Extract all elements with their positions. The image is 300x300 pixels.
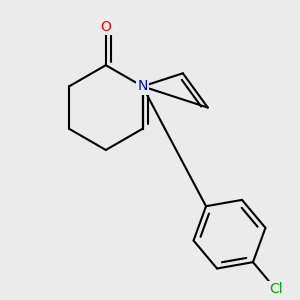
Text: Cl: Cl — [269, 282, 283, 296]
Text: O: O — [100, 20, 111, 34]
Text: N: N — [137, 80, 148, 93]
